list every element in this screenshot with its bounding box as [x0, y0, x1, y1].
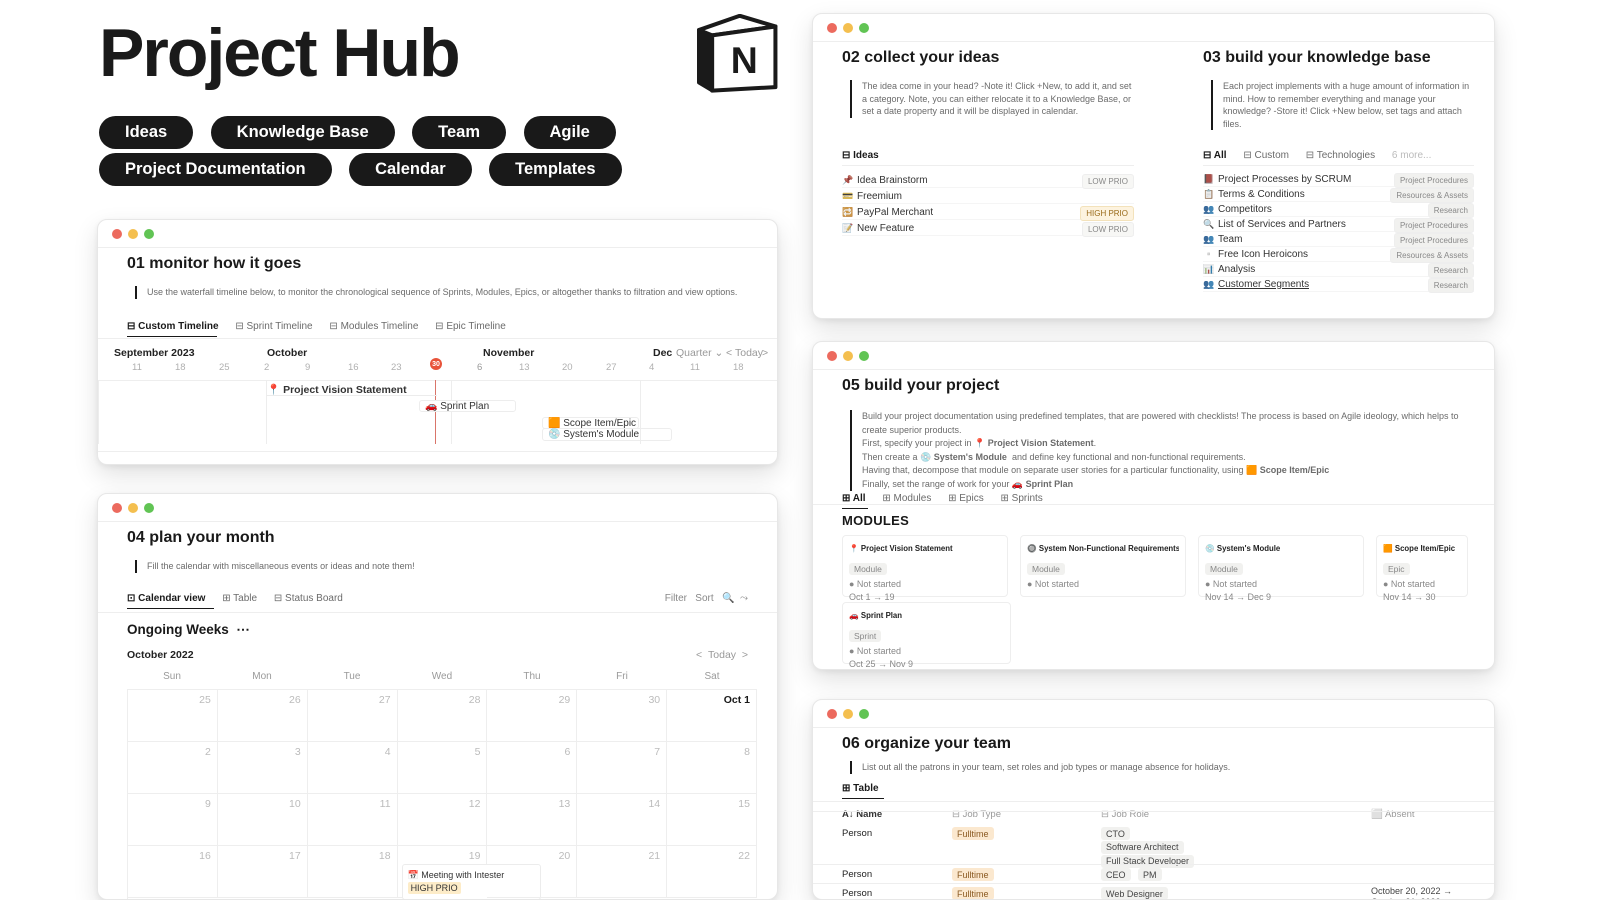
svg-text:N: N [731, 39, 758, 81]
